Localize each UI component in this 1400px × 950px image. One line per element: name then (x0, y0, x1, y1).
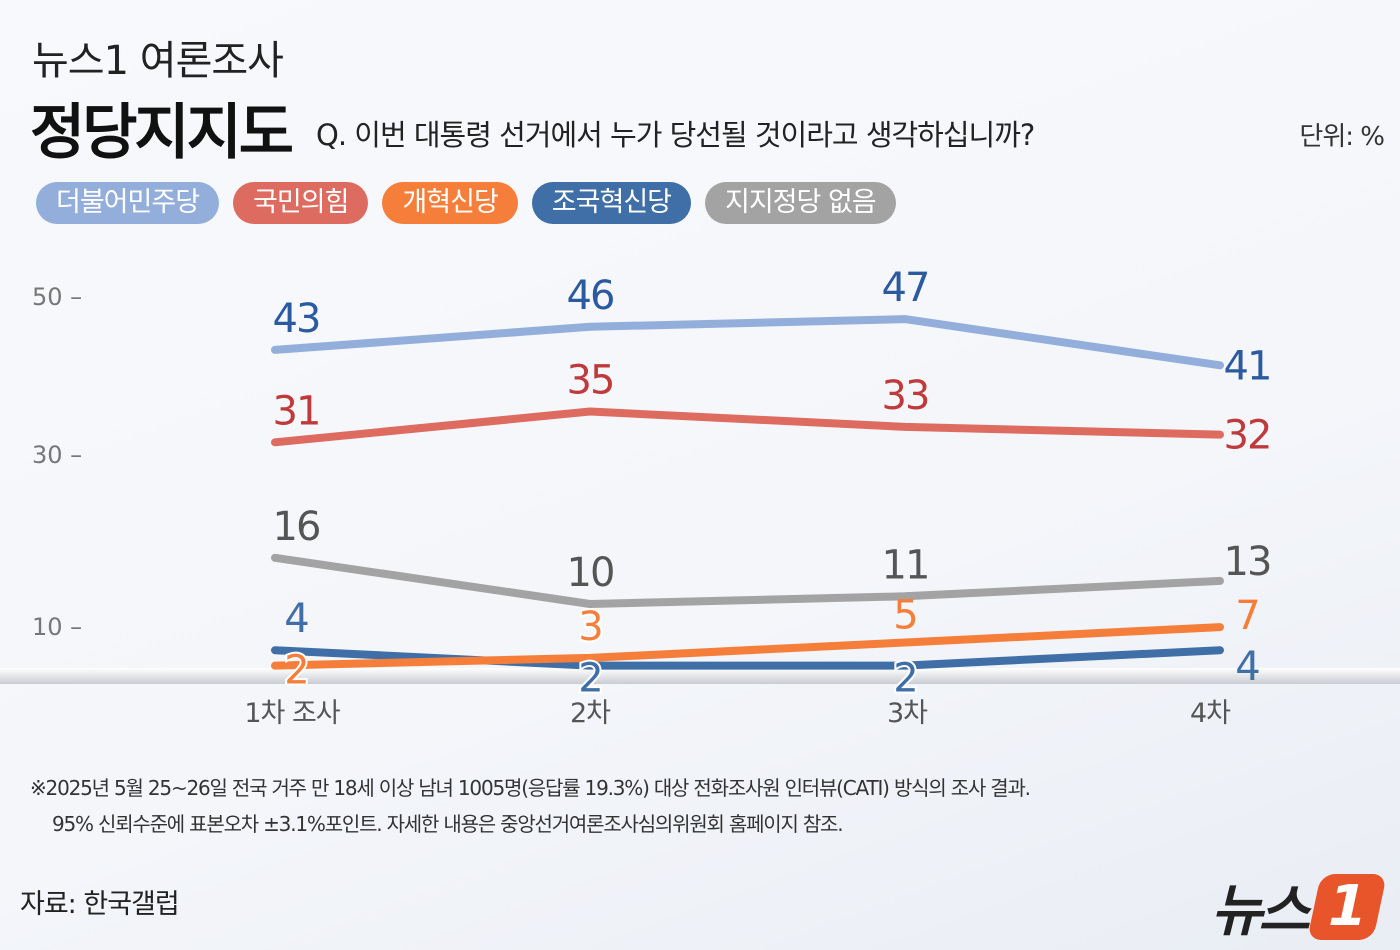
x-tick-label: 4차 (1190, 698, 1231, 729)
news1-logo: 뉴스 1 (1210, 866, 1388, 947)
legend-item: 개혁신당 (382, 182, 518, 224)
footnote-2: 95% 신뢰수준에 표본오차 ±3.1%포인트. 자세한 내용은 중앙선거여론조… (52, 812, 844, 836)
data-label: 43 (273, 296, 320, 342)
unit-label: 단위: % (1299, 122, 1385, 152)
data-label: 5 (893, 593, 916, 639)
data-label: 46 (567, 273, 614, 319)
data-label: 4 (1235, 644, 1259, 690)
data-label: 2 (578, 656, 601, 702)
logo-number: 1 (1306, 873, 1388, 940)
data-label: 31 (273, 388, 320, 434)
data-label: 47 (882, 265, 929, 311)
series-line (271, 315, 1224, 370)
x-tick-label: 3차 (887, 698, 928, 729)
footnote-1: ※2025년 5월 25~26일 전국 거주 만 18세 이상 남녀 1005명… (30, 776, 1031, 800)
y-tick-label: 30 – (32, 441, 82, 469)
data-label: 16 (273, 504, 320, 550)
series-line (271, 553, 1224, 608)
source: 자료: 한국갤럽 (20, 889, 180, 920)
data-label: 10 (567, 550, 614, 596)
chart-title: 정당지지도 (30, 98, 294, 168)
legend: 더불어민주당 국민의힘 개혁신당 조국혁신당 지지정당 없음 (36, 182, 896, 224)
data-label: 32 (1224, 413, 1271, 459)
legend-item: 국민의힘 (233, 182, 369, 224)
series-line (271, 623, 1224, 670)
legend-item: 더불어민주당 (36, 182, 220, 224)
data-label: 41 (1224, 343, 1271, 389)
data-label: 13 (1224, 539, 1271, 585)
x-tick-label: 2차 (570, 698, 611, 729)
baseline-band (0, 668, 1400, 684)
logo-text: 뉴스 (1210, 879, 1310, 944)
data-label: 7 (1235, 593, 1258, 639)
y-tick-label: 50 – (32, 283, 82, 311)
y-tick-label: 10 – (32, 613, 82, 641)
data-label: 3 (578, 604, 601, 650)
data-label: 2 (284, 648, 307, 694)
series-line (271, 407, 1224, 447)
survey-question: Q. 이번 대통령 선거에서 누가 당선될 것이라고 생각하십니까? (316, 118, 1035, 152)
legend-item: 조국혁신당 (531, 182, 691, 224)
legend-item: 지지정당 없음 (705, 182, 896, 224)
data-label: 11 (882, 542, 929, 588)
data-label: 35 (567, 358, 614, 404)
kicker: 뉴스1 여론조사 (32, 38, 284, 84)
data-label: 4 (284, 596, 308, 642)
data-label: 2 (893, 656, 916, 702)
x-tick-label: 1차 조사 (244, 698, 340, 729)
data-label: 33 (882, 373, 929, 419)
